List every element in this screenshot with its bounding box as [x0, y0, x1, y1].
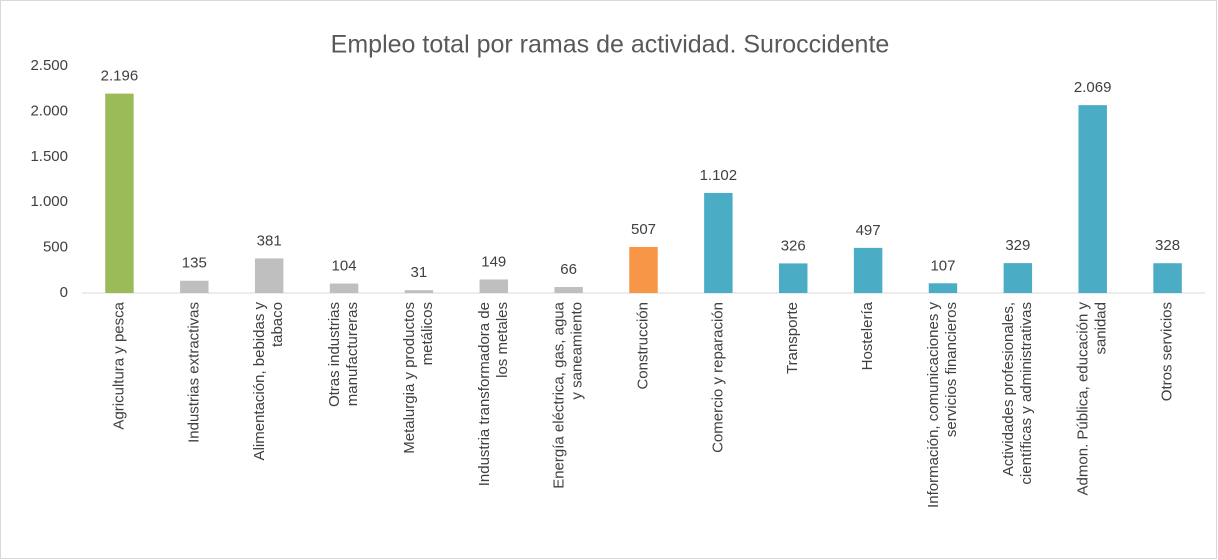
y-tick-label: 2.500 [30, 57, 68, 74]
bar [853, 247, 883, 293]
data-label: 104 [332, 258, 357, 275]
data-label: 66 [560, 261, 577, 278]
x-tick-label: Industrias extractivas [185, 302, 202, 443]
bar [779, 263, 808, 293]
bar [629, 246, 658, 293]
x-tick-label: Industria transformadora delos metales [476, 302, 511, 486]
chart-title: Empleo total por ramas de actividad. Sur… [331, 31, 890, 59]
bar [1003, 263, 1033, 293]
data-label: 149 [481, 253, 506, 270]
bar [105, 93, 134, 293]
x-tick-label: Energía eléctrica, gas, aguay saneamient… [551, 301, 586, 488]
x-tick-label: Información, comunicaciones yservicios f… [925, 302, 960, 508]
x-tick-label: Metalurgia y productosmetálicos [401, 302, 436, 454]
bar [1153, 263, 1182, 293]
data-label: 107 [930, 257, 955, 274]
data-label: 31 [411, 264, 428, 281]
x-tick-label: Construcción [634, 302, 651, 390]
bar [704, 192, 733, 293]
x-tick-label: Transporte [784, 302, 801, 374]
data-label: 381 [257, 232, 282, 249]
bar [329, 283, 359, 293]
x-tick-label: Actividades profesionales,científicas y … [1000, 302, 1035, 485]
x-tick-label: Otras industriasmanufactureras [326, 302, 361, 407]
data-label: 329 [1005, 237, 1030, 254]
data-label: 2.196 [101, 68, 139, 85]
data-label: 2.069 [1074, 79, 1112, 96]
data-label: 497 [856, 222, 881, 239]
data-label: 135 [182, 255, 207, 272]
x-tick-label: Hostelería [859, 301, 876, 370]
x-tick-label: Admon. Pública, educación ysanidad [1075, 302, 1110, 496]
bar [1078, 105, 1107, 294]
bar [254, 258, 284, 293]
y-tick-label: 1.500 [30, 148, 68, 165]
x-tick-label: Agricultura y pesca [110, 301, 127, 429]
data-label: 326 [781, 237, 806, 254]
x-tick-label: Otros servicios [1159, 302, 1176, 401]
bar [554, 287, 583, 293]
x-tick-label: Alimentación, bebidas ytabaco [251, 302, 286, 461]
bar [180, 280, 209, 293]
bar [928, 283, 958, 293]
data-label: 328 [1155, 237, 1180, 254]
bar [479, 279, 508, 293]
y-tick-label: 2.000 [30, 102, 68, 119]
data-label: 1.102 [700, 167, 738, 184]
data-label: 507 [631, 221, 656, 238]
bar [404, 290, 434, 293]
y-tick-label: 500 [43, 239, 68, 256]
x-tick-label: Comercio y reparación [709, 302, 726, 453]
y-tick-label: 1.000 [30, 193, 68, 210]
y-tick-label: 0 [60, 284, 68, 301]
